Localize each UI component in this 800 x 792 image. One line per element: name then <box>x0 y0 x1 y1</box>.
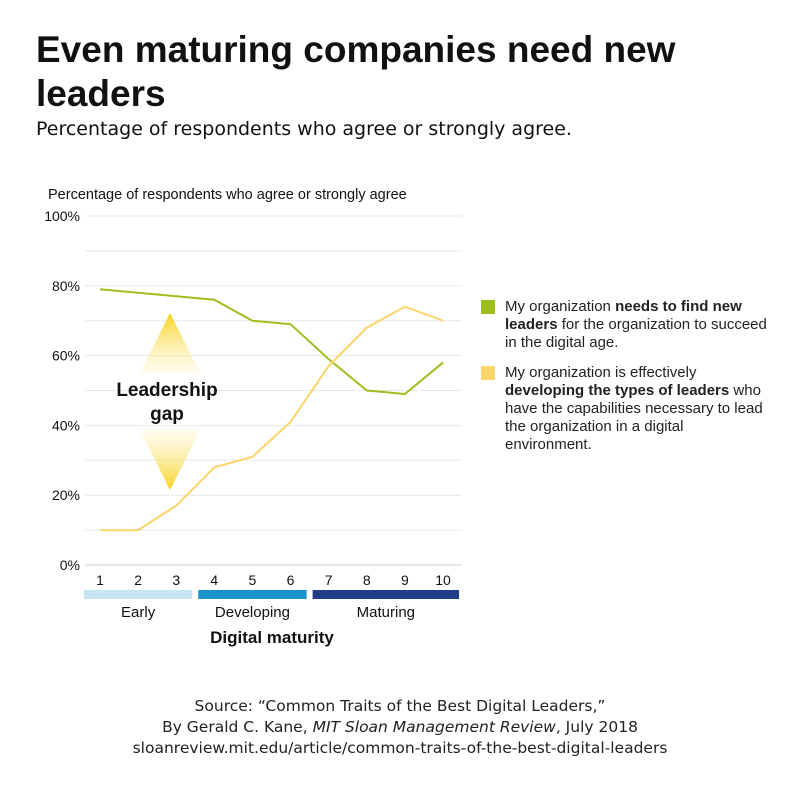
x-tick-label: 9 <box>401 572 409 588</box>
series-line-2 <box>100 305 444 532</box>
y-tick-label: 100% <box>44 208 80 224</box>
gridlines <box>85 215 462 566</box>
x-axis-title: Digital maturity <box>210 628 334 647</box>
legend-label-1: My organization needs to find new leader… <box>505 298 767 351</box>
y-axis-title: Percentage of respondents who agree or s… <box>48 187 407 203</box>
source-line-2: By Gerald C. Kane, MIT Sloan Management … <box>162 718 638 736</box>
source-citation: Source: “Common Traits of the Best Digit… <box>0 696 800 759</box>
x-tick-label: 2 <box>134 572 142 588</box>
y-tick-label: 20% <box>52 487 80 503</box>
x-tick-label: 6 <box>287 572 295 588</box>
x-tick-label: 5 <box>249 572 257 588</box>
source-line-1: Source: “Common Traits of the Best Digit… <box>194 697 606 715</box>
legend-swatch-green <box>481 300 495 314</box>
page-title: Even maturing companies need new leaders <box>36 29 676 114</box>
source-line-3: sloanreview.mit.edu/article/common-trait… <box>132 739 668 757</box>
y-tick-label: 40% <box>52 417 80 433</box>
x-tick-label: 10 <box>435 572 451 588</box>
x-tick-label: 3 <box>172 572 180 588</box>
x-tick-label: 4 <box>210 572 218 588</box>
series-lines <box>99 288 444 532</box>
gap-arrow-up <box>140 313 200 373</box>
legend-swatch-yellow <box>481 366 495 380</box>
maturity-band-label: Developing <box>215 604 290 621</box>
page-subtitle: Percentage of respondents who agree or s… <box>36 118 572 140</box>
leadership-gap-annotation: Leadership gap <box>116 313 218 490</box>
series-line-1 <box>99 288 444 395</box>
gap-arrow-down <box>140 430 200 490</box>
maturity-band-early <box>83 590 193 599</box>
maturity-band-label: Maturing <box>357 604 415 621</box>
gap-label-line2: gap <box>150 404 184 425</box>
y-tick-labels: 0% 20% 40% 60% 80% 100% <box>44 208 80 573</box>
x-tick-label: 1 <box>96 572 104 588</box>
maturity-band-label: Early <box>121 604 156 621</box>
y-tick-label: 80% <box>52 278 80 294</box>
maturity-bands: Early Developing Maturing <box>83 590 460 621</box>
gap-label-line1: Leadership <box>116 380 217 401</box>
line-chart: Percentage of respondents who agree or s… <box>44 187 462 647</box>
y-tick-label: 60% <box>52 348 80 364</box>
x-tick-label: 7 <box>325 572 333 588</box>
maturity-band-maturing <box>312 590 460 599</box>
x-tick-label: 8 <box>363 572 371 588</box>
y-tick-label: 0% <box>60 557 80 573</box>
maturity-band-developing <box>198 590 307 599</box>
legend-label-2: My organization is effectively developin… <box>505 364 763 453</box>
x-tick-labels: 1 2 3 4 5 6 7 8 9 10 <box>96 572 451 588</box>
